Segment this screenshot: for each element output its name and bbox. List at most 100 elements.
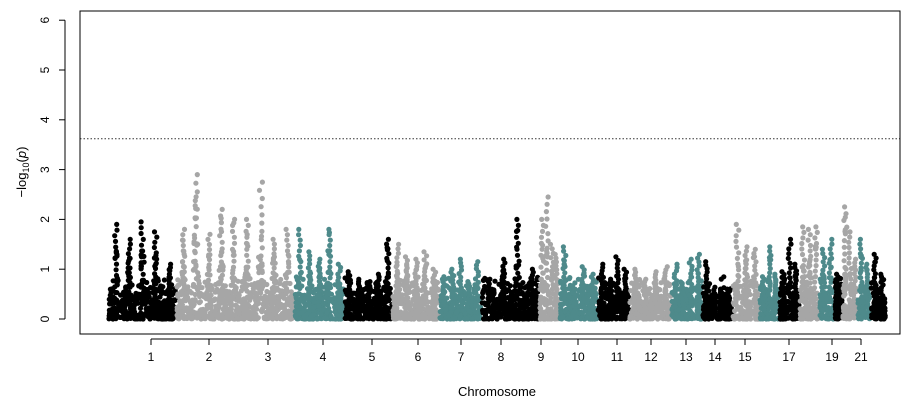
snp-point [146,306,152,313]
snp-point [154,234,160,240]
snp-point [421,301,427,307]
snp-point [537,305,543,311]
snp-point [230,252,236,258]
snp-point [296,232,302,238]
snp-point [171,297,177,303]
snp-point [231,240,238,246]
snp-point [243,216,250,222]
snp-point [233,302,239,308]
snp-point [298,269,304,275]
snp-point [146,289,152,295]
chromosome-8-points [479,216,542,322]
snp-point [194,241,200,247]
snp-point [138,225,144,231]
snp-point [219,239,225,245]
snp-point [243,264,249,270]
snp-point [514,276,520,282]
snp-point [523,311,529,317]
snp-point [675,314,681,320]
snp-point [194,172,200,178]
snp-point [138,230,144,237]
snp-point [326,296,333,302]
snp-point [606,307,612,313]
snp-point [493,303,499,309]
snp-point [153,260,159,266]
snp-point [395,295,401,301]
snp-point [116,302,122,308]
snp-point [243,303,249,309]
snp-point [157,285,163,291]
snp-point [547,241,554,247]
snp-point [585,311,591,317]
snp-point [446,312,453,318]
snp-point [193,224,199,230]
snp-point [283,226,289,232]
snp-point [561,248,567,254]
snp-point [192,198,198,204]
snp-point [140,271,146,277]
snp-point [543,260,549,266]
chromosome-5-points [342,236,395,322]
snp-point [138,310,144,316]
snp-point [190,299,196,305]
snp-point [218,213,224,219]
snp-point [118,314,124,320]
chromosome-4-points [292,226,347,322]
snp-point [552,267,559,273]
snp-point [137,305,144,311]
data-points [106,172,888,322]
snp-point [230,294,236,300]
snp-point [246,309,252,315]
snp-point [631,305,637,311]
snp-point [207,252,213,258]
snp-point [194,189,200,195]
snp-point [270,294,277,300]
snp-point [181,280,187,286]
snp-point [260,296,266,302]
snp-point [205,287,211,293]
snp-point [316,303,322,309]
snp-point [738,308,744,314]
snp-point [736,267,742,273]
snp-point [734,284,740,290]
snp-point [742,300,748,306]
snp-point [454,308,460,315]
snp-point [735,278,741,284]
snp-point [395,250,401,256]
snp-point [192,250,198,256]
snp-point [513,228,520,234]
snp-point [114,227,120,233]
snp-point [324,310,330,316]
snp-point [403,284,409,290]
snp-point [181,264,187,270]
snp-point [590,306,596,312]
snp-point [422,285,428,291]
snp-point [448,305,454,311]
snp-point [630,315,636,321]
snp-point [180,259,186,265]
snp-point [192,215,198,221]
snp-point [271,265,277,271]
snp-point [297,296,303,302]
snp-point [177,314,183,320]
snp-point [421,281,427,287]
snp-point [139,283,145,289]
snp-point [206,257,213,263]
chromosome-15-points [730,221,762,322]
snp-point [384,294,390,300]
snp-point [479,300,485,306]
snp-point [386,251,392,257]
snp-point [326,291,332,297]
snp-point [194,206,200,212]
snp-point [193,284,199,290]
snp-point [384,255,390,261]
snp-point [297,237,303,243]
snp-point [540,288,546,294]
snp-point [464,316,470,322]
snp-point [191,232,197,238]
snp-point [244,288,250,294]
snp-point [514,252,521,258]
snp-point [736,227,742,233]
snp-point [264,312,270,318]
snp-point [385,246,391,252]
